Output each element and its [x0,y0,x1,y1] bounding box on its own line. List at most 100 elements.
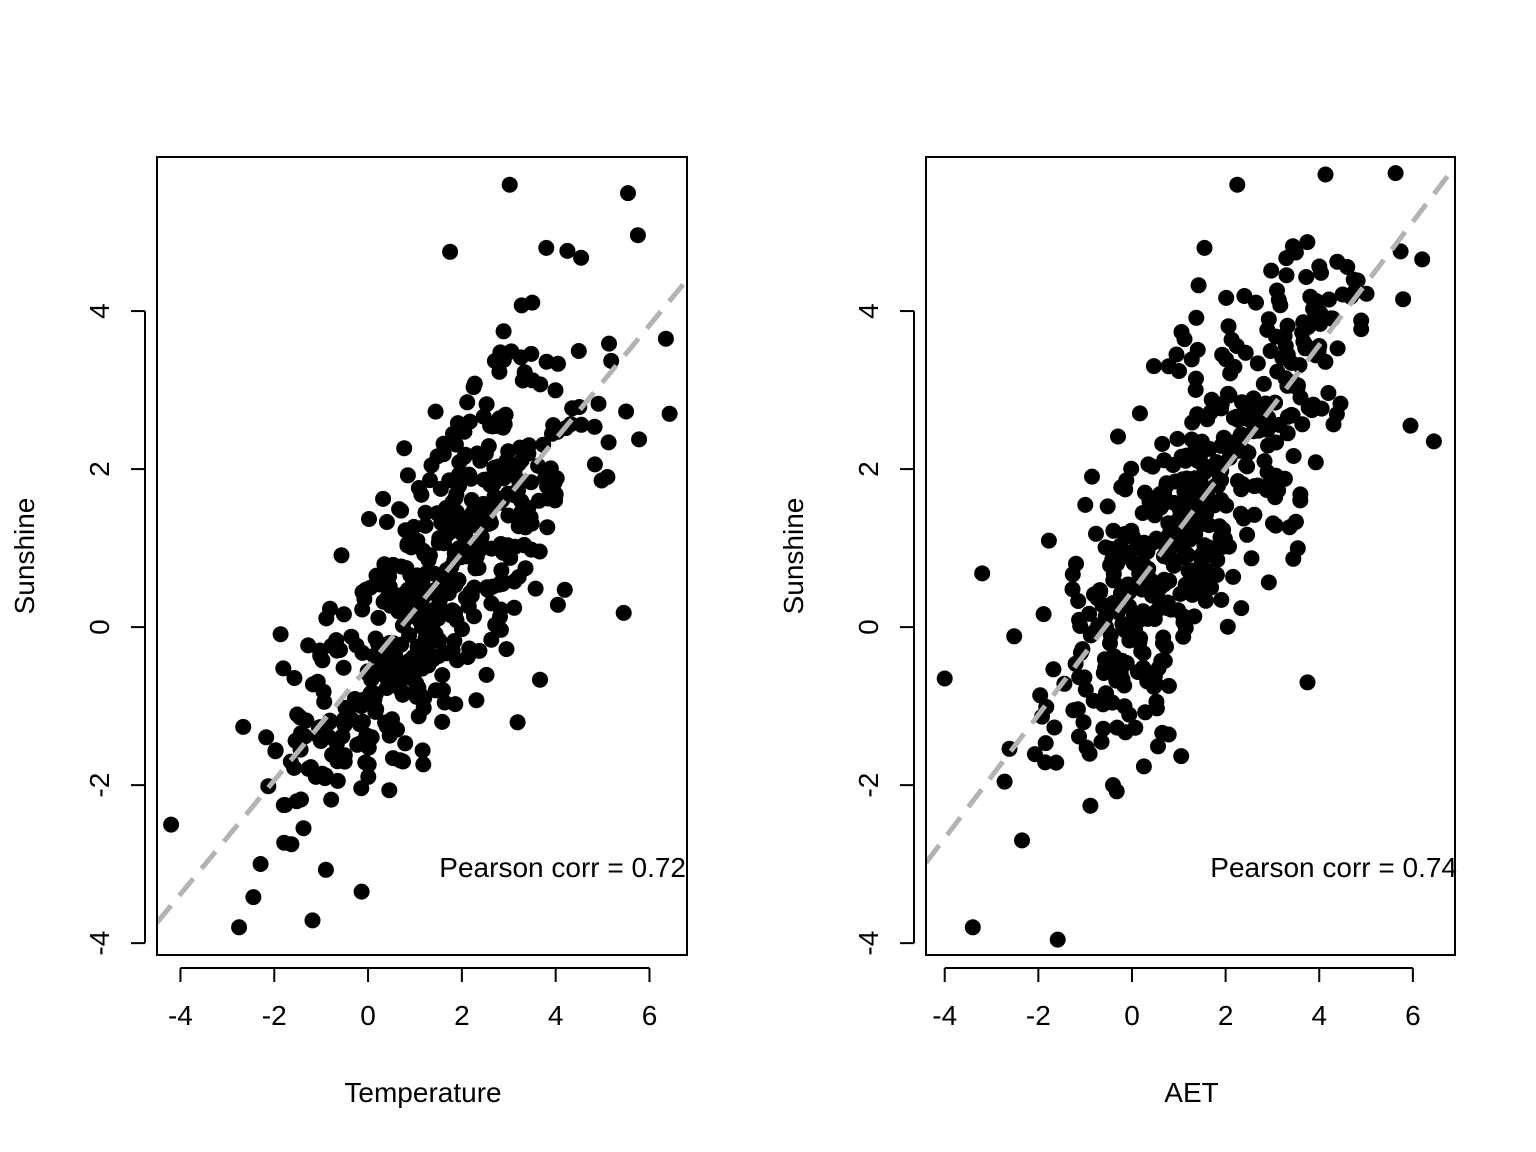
data-point [353,883,370,900]
data-point [1177,452,1194,469]
data-point [1269,282,1285,299]
data-point [1298,269,1315,285]
data-point [1160,726,1177,743]
data-point [415,756,432,773]
data-point [300,637,317,654]
y-tick-label: -4 [84,931,115,956]
x-axis-label-aet: AET [1164,1077,1218,1108]
data-point [1045,661,1062,678]
data-point [458,548,475,565]
data-point [542,460,559,477]
data-point [370,609,387,626]
data-point [463,492,480,508]
data-point [586,418,603,435]
data-point [1174,471,1191,488]
data-point [1202,459,1219,476]
data-point [1068,555,1084,572]
data-point [513,504,530,521]
data-point [1180,547,1196,564]
x-tick-label: 2 [1218,1000,1234,1031]
data-point [1260,437,1276,454]
data-point [1414,251,1431,268]
data-point [550,355,566,372]
data-point [601,335,617,352]
data-point [1299,234,1316,251]
data-point [1105,565,1122,582]
data-point [1117,481,1134,498]
temperature-sunshine-panel: Pearson corr = 0.72 Temperature Sunshine… [9,156,688,1108]
data-point [1249,477,1266,494]
data-point [367,703,384,720]
data-point [538,239,555,256]
data-point [1285,448,1302,464]
data-point [1014,832,1030,849]
data-point [1169,430,1186,447]
data-point [1065,702,1082,719]
x-tick-label: -2 [1026,1000,1051,1031]
regression-line [926,164,1455,865]
data-point [1049,931,1066,948]
data-point [546,474,563,491]
data-point [492,608,508,625]
data-point [1219,618,1236,635]
data-point [1259,321,1276,338]
data-point [1113,549,1130,566]
data-point [503,466,520,483]
data-point [1206,497,1223,514]
data-point [1228,338,1245,354]
x-tick-label: 6 [642,1000,658,1031]
data-point [1154,496,1171,513]
data-point [381,782,398,799]
data-point [1142,503,1159,520]
data-point [1233,600,1250,617]
data-point [657,330,674,347]
data-point [422,472,438,489]
data-point [429,603,446,620]
data-point [405,649,422,665]
data-point [1144,458,1161,475]
data-point [482,476,499,493]
data-point [1093,733,1110,750]
data-point [974,565,991,582]
data-point [1249,355,1266,372]
data-point [1260,574,1277,591]
data-point [495,323,512,340]
data-point [1237,443,1254,460]
data-point [1158,475,1175,492]
data-point [547,492,564,509]
data-point [1108,663,1125,679]
data-point [1160,358,1177,375]
data-point [442,607,459,624]
y-tick-label: 0 [84,619,115,635]
x-tick-label: 4 [548,1000,564,1031]
data-point [1302,288,1319,305]
data-point [1081,745,1098,762]
data-point [335,659,352,676]
data-point [414,742,431,759]
data-point [1272,297,1289,314]
data-point [1236,288,1253,304]
data-point [447,696,464,713]
data-point [1184,586,1201,603]
data-point [414,571,431,588]
data-point [1193,433,1210,450]
data-point [1193,476,1210,493]
data-point [1229,176,1246,193]
aet-sunshine-panel: Pearson corr = 0.74 AET Sunshine -4 -2 0 2 4… [778,156,1457,1108]
data-point [620,185,636,202]
data-point [366,647,382,664]
data-point [1214,346,1231,363]
data-point [1077,681,1094,698]
x-tick-label: -4 [168,1000,193,1031]
data-point [1123,522,1140,539]
data-point [335,606,352,623]
data-point [1139,610,1156,627]
data-point [629,227,646,244]
data-point [1278,267,1295,284]
data-point [1196,239,1213,256]
data-point [392,752,409,769]
y-tick-label: -2 [853,773,884,798]
data-point [1325,416,1342,433]
data-point [491,363,508,380]
data-point [1387,165,1404,182]
